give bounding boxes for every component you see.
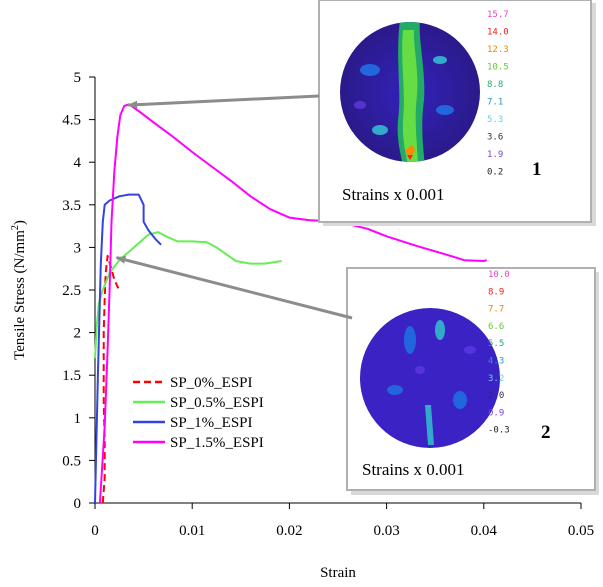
y-tick-label: 2.5 <box>62 283 81 299</box>
scale-label: 7.7 <box>488 305 504 315</box>
series-line-2 <box>94 193 162 504</box>
scale-label: 0.9 <box>488 408 504 418</box>
inset-1-number: 1 <box>532 159 542 180</box>
legend-label-2: SP_1%_ESPI <box>170 415 253 431</box>
inset-2-speckle-disc <box>360 308 500 448</box>
x-tick-label: 0.03 <box>373 523 399 539</box>
y-axis-title-sup: 2 <box>10 225 21 230</box>
scale-label: 15.7 <box>487 10 509 20</box>
callout-arrows <box>115 94 353 320</box>
scale-label: 14.0 <box>487 28 509 38</box>
series-line-0 <box>101 254 120 504</box>
arrow-inset-2 <box>115 255 353 320</box>
x-tick-label: 0 <box>91 523 99 539</box>
x-tick-label: 0.01 <box>179 523 205 539</box>
legend-label-3: SP_1.5%_ESPI <box>170 435 264 451</box>
scale-label: 12.3 <box>487 45 509 55</box>
x-ticks: 0 0.01 0.02 0.03 0.04 0.05 <box>91 503 594 539</box>
inset-1-caption: Strains x 0.001 <box>342 185 444 204</box>
scale-label: 7.1 <box>487 98 503 108</box>
y-tick-label: 3 <box>74 240 82 256</box>
y-axis-title-close: ) <box>12 220 28 225</box>
inset-1-speckle-pattern <box>354 22 454 162</box>
scale-label: 5.3 <box>487 115 503 125</box>
y-axis-title: Tensile Stress (N/mm2) <box>10 220 28 360</box>
y-tick-label: 0 <box>74 496 82 512</box>
y-tick-label: 2 <box>74 326 82 342</box>
inset-1: 15.7 14.0 12.3 10.5 8.8 7.1 5.3 3.6 1.9 0.2 Strai… <box>318 0 596 226</box>
y-tick-label: 0.5 <box>62 453 81 469</box>
scale-label: 8.9 <box>488 287 504 297</box>
x-tick-label: 0.02 <box>276 523 302 539</box>
scale-label: 8.8 <box>487 80 503 90</box>
legend-label-1: SP_0.5%_ESPI <box>170 395 264 411</box>
scale-label: 1.9 <box>487 150 503 160</box>
inset-2-color-scale: 10.0 8.9 7.7 6.6 5.5 4.3 3.2 2.0 0.9 -0.3 <box>488 270 510 436</box>
y-tick-label: 4.5 <box>62 113 81 129</box>
scale-label: 10.0 <box>488 270 510 280</box>
legend: SP_0%_ESPI SP_0.5%_ESPI SP_1%_ESPI SP_1.5%_… <box>133 375 264 451</box>
series-line-3 <box>98 103 487 504</box>
series-line-1 <box>94 231 282 359</box>
y-tick-label: 1.5 <box>62 368 81 384</box>
series-layer <box>94 103 487 504</box>
x-tick-label: 0.05 <box>568 523 594 539</box>
y-ticks: 0 0.5 1 1.5 2 2.5 3 3.5 4 4.5 5 <box>62 70 95 512</box>
y-tick-label: 3.5 <box>62 198 81 214</box>
arrow-inset-1 <box>127 94 320 109</box>
x-tick-label: 0.04 <box>471 523 498 539</box>
scale-label: -0.3 <box>488 426 510 436</box>
scale-label: 3.6 <box>487 133 503 143</box>
scale-label: 5.5 <box>488 339 504 349</box>
y-tick-label: 1 <box>74 411 82 427</box>
scale-label: 10.5 <box>487 63 509 73</box>
y-tick-label: 5 <box>74 70 82 86</box>
inset-2-number: 2 <box>541 422 551 443</box>
scale-label: 0.2 <box>487 168 503 178</box>
inset-2-speckle-pattern <box>387 320 476 445</box>
x-axis-title: Strain <box>320 565 356 581</box>
inset-2-caption: Strains x 0.001 <box>362 460 464 479</box>
scale-label: 3.2 <box>488 374 504 384</box>
legend-label-0: SP_0%_ESPI <box>170 375 253 391</box>
scale-label: 2.0 <box>488 391 504 401</box>
inset-1-color-scale: 15.7 14.0 12.3 10.5 8.8 7.1 5.3 3.6 1.9 0.2 <box>487 10 509 178</box>
y-tick-label: 4 <box>74 155 82 171</box>
scale-label: 4.3 <box>488 357 504 367</box>
y-axis-title-main: Tensile Stress (N/mm <box>12 230 28 360</box>
scale-label: 6.6 <box>488 322 504 332</box>
inset-2: 10.0 8.9 7.7 6.6 5.5 4.3 3.2 2.0 0.9 -0.3 Strains… <box>346 267 599 495</box>
